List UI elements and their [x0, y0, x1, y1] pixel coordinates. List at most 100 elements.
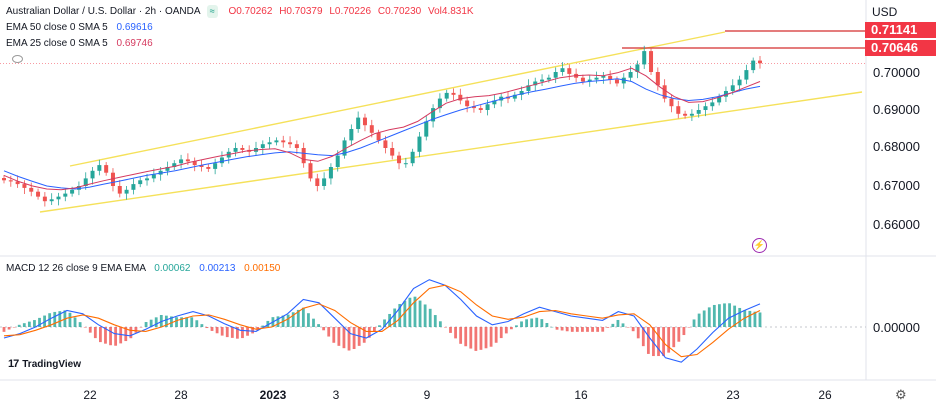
candle-body	[110, 172, 115, 186]
candle-body	[587, 79, 592, 82]
macd-histogram-bar	[220, 327, 224, 336]
date-axis-label: 22	[83, 388, 97, 402]
macd-histogram-bar	[175, 317, 178, 327]
macd-histogram-bar	[677, 327, 681, 342]
macd-histogram-bar	[702, 310, 706, 327]
macd-histogram-bar	[494, 327, 498, 343]
macd-histogram-bar	[758, 312, 762, 327]
candle-body	[669, 98, 674, 107]
macd-histogram-bar	[525, 319, 529, 327]
candle-body	[390, 148, 395, 156]
eye-icon[interactable]	[12, 55, 23, 63]
macd-histogram-bar	[134, 327, 138, 333]
gear-icon[interactable]: ⚙	[895, 387, 907, 402]
candle-body	[369, 125, 374, 133]
ohlc-low: L0.70226	[329, 6, 372, 17]
candle-body	[83, 178, 88, 186]
macd-histogram-value: 0.00062	[154, 263, 191, 274]
macd-legend[interactable]: MACD 12 26 close 9 EMA EMA 0.00062 0.002…	[6, 262, 280, 275]
macd-histogram-bar	[479, 327, 483, 350]
candle-body	[356, 117, 361, 129]
macd-histogram-bar	[205, 327, 209, 329]
price-axis-label: 0.66000	[873, 217, 920, 232]
macd-histogram-bar	[657, 327, 660, 357]
macd-histogram-bar	[347, 327, 351, 351]
macd-histogram-bar	[139, 327, 143, 328]
brand-name: TradingView	[22, 358, 81, 370]
macd-histogram-bar	[129, 327, 133, 339]
tradingview-logo[interactable]: 17 TradingView	[8, 358, 81, 370]
candle-body	[15, 181, 20, 185]
candle-body	[519, 91, 524, 95]
candle-body	[308, 163, 313, 179]
macd-histogram-bar	[616, 319, 620, 327]
symbol-title[interactable]: Australian Dollar / U.S. Dollar · 2h · O…	[6, 6, 200, 17]
macd-histogram-bar	[469, 327, 473, 349]
candle-body	[274, 140, 279, 143]
macd-histogram-bar	[154, 317, 158, 327]
lightning-icon[interactable]: ⚡	[752, 238, 767, 253]
macd-histogram-bar	[413, 296, 417, 327]
macd-histogram-bar	[322, 327, 326, 331]
macd-histogram-bar	[164, 315, 168, 327]
ema50-legend[interactable]: EMA 50 close 0 SMA 5 0.69616	[6, 21, 153, 34]
candle-body	[138, 180, 143, 185]
candle-body	[751, 60, 756, 71]
macd-histogram-bar	[545, 323, 549, 327]
macd-histogram-bar	[418, 300, 422, 327]
macd-histogram-bar	[48, 313, 52, 327]
macd-histogram-bar	[266, 320, 270, 327]
candle-body	[63, 193, 68, 197]
candle-body	[499, 96, 504, 101]
candle-body	[628, 72, 633, 78]
macd-histogram-bar	[464, 327, 468, 347]
ema25-line	[3, 67, 761, 191]
macd-histogram-bar	[728, 303, 731, 327]
macd-histogram-bar	[718, 304, 721, 327]
macd-histogram-bar	[68, 312, 72, 327]
candle-body	[117, 186, 122, 194]
candle-body	[260, 144, 265, 148]
macd-histogram-bar	[83, 327, 87, 328]
macd-histogram-bar	[550, 326, 554, 328]
candle-body	[322, 178, 327, 186]
macd-histogram-bar	[565, 327, 569, 332]
macd-histogram-bar	[520, 321, 523, 327]
date-axis-label: 26	[818, 388, 832, 402]
candle-body	[56, 196, 61, 200]
candle-body	[240, 148, 245, 150]
macd-histogram-bar	[601, 327, 605, 332]
candle-body	[97, 165, 102, 171]
macd-histogram-bar	[570, 327, 574, 332]
candle-body	[730, 85, 735, 91]
macd-histogram-bar	[230, 327, 234, 338]
macd-histogram-bar	[367, 327, 371, 338]
macd-histogram-bar	[352, 327, 356, 349]
macd-histogram-bar	[372, 327, 376, 332]
macd-label: MACD 12 26 close 9 EMA EMA	[6, 263, 146, 274]
candle-body	[723, 91, 728, 97]
candle-body	[29, 187, 34, 192]
candle-body	[601, 75, 606, 78]
macd-histogram-bar	[393, 308, 397, 327]
currency-label[interactable]: USD	[872, 5, 898, 19]
candle-body	[683, 113, 688, 116]
candle-body	[608, 75, 613, 80]
candle-body	[614, 79, 619, 84]
ema25-value: 0.69746	[116, 38, 153, 49]
macd-histogram-bar	[301, 307, 305, 327]
candle-body	[485, 104, 490, 110]
candle-body	[104, 165, 109, 173]
macd-histogram-bar	[504, 327, 508, 334]
macd-histogram-bar	[438, 321, 442, 327]
ema25-legend[interactable]: EMA 25 close 0 SMA 5 0.69746	[6, 37, 153, 50]
macd-histogram-bar	[408, 297, 412, 327]
macd-axis-label: 0.00000	[873, 320, 920, 335]
session-badge[interactable]: ≈	[206, 5, 218, 18]
macd-histogram-bar	[190, 317, 194, 327]
macd-histogram-bar	[78, 322, 82, 327]
price-tag-upper: 0.71141	[865, 22, 936, 38]
candle-body	[703, 106, 708, 110]
ohlc-values: O0.70262 H0.70379 L0.70226 C0.70230 Vol4…	[224, 6, 473, 17]
